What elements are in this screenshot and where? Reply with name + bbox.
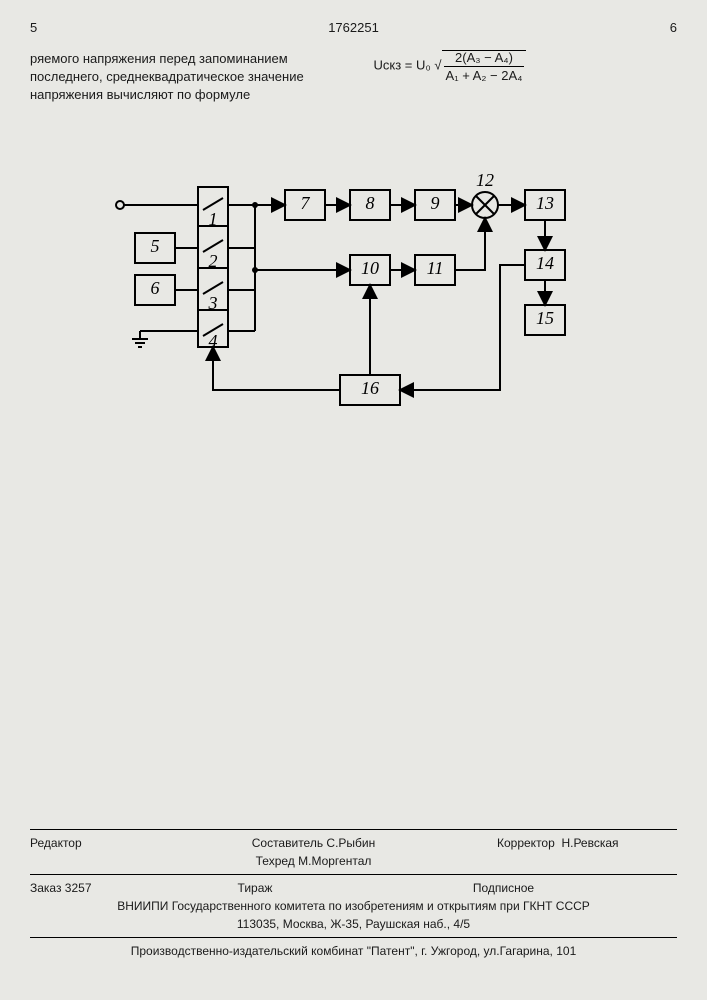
- editor-label: Редактор: [30, 834, 130, 870]
- page-left: 5: [30, 20, 37, 35]
- doc-number: 1762251: [328, 20, 379, 35]
- svg-text:13: 13: [536, 193, 554, 213]
- publisher: Производственно-издательский комбинат "П…: [30, 942, 677, 960]
- svg-text:8: 8: [366, 193, 375, 213]
- page-header: 5 1762251 6: [30, 20, 677, 35]
- svg-text:2: 2: [209, 251, 218, 271]
- order-number: Заказ 3257: [30, 879, 180, 897]
- formula-denominator: A₁ + A₂ − 2A₄: [444, 67, 525, 82]
- corrector-name: Н.Ревская: [561, 836, 618, 850]
- podpisnoe: Подписное: [330, 879, 677, 897]
- block-diagram: 1 2 3 4 5 6 7 8 9 12 10 11: [80, 135, 677, 435]
- page-right: 6: [670, 20, 677, 35]
- compiler: Составитель С.Рыбин: [252, 836, 376, 850]
- vniipi-address: 113035, Москва, Ж-35, Раушская наб., 4/5: [237, 917, 470, 931]
- right-column-formula: Uскз = U₀ √ 2(A₃ − A₄) A₁ + A₂ − 2A₄: [374, 50, 678, 105]
- text-columns: ряемого напряжения перед запоминанием по…: [30, 50, 677, 105]
- svg-text:12: 12: [476, 170, 494, 190]
- svg-text:16: 16: [361, 378, 379, 398]
- tirazh-label: Тираж: [180, 879, 330, 897]
- svg-text:14: 14: [536, 253, 554, 273]
- formula-numerator: 2(A₃ − A₄): [444, 51, 525, 67]
- techred: Техред М.Моргентал: [256, 854, 372, 868]
- formula-lhs: Uскз = U₀ √: [374, 57, 442, 72]
- svg-text:15: 15: [536, 308, 554, 328]
- svg-text:6: 6: [151, 278, 160, 298]
- svg-text:11: 11: [427, 258, 444, 278]
- svg-text:7: 7: [301, 193, 311, 213]
- svg-text:1: 1: [209, 209, 218, 229]
- svg-text:3: 3: [208, 293, 218, 313]
- corrector-label: Корректор: [497, 836, 555, 850]
- svg-text:9: 9: [431, 193, 440, 213]
- paragraph-text: ряемого напряжения перед запоминанием по…: [30, 51, 304, 102]
- vniipi: ВНИИПИ Государственного комитета по изоб…: [117, 899, 590, 913]
- svg-text:10: 10: [361, 258, 379, 278]
- left-column: ряемого напряжения перед запоминанием по…: [30, 50, 334, 105]
- imprint-footer: Редактор Составитель С.Рыбин Техред М.Мо…: [30, 825, 677, 960]
- svg-text:5: 5: [151, 236, 160, 256]
